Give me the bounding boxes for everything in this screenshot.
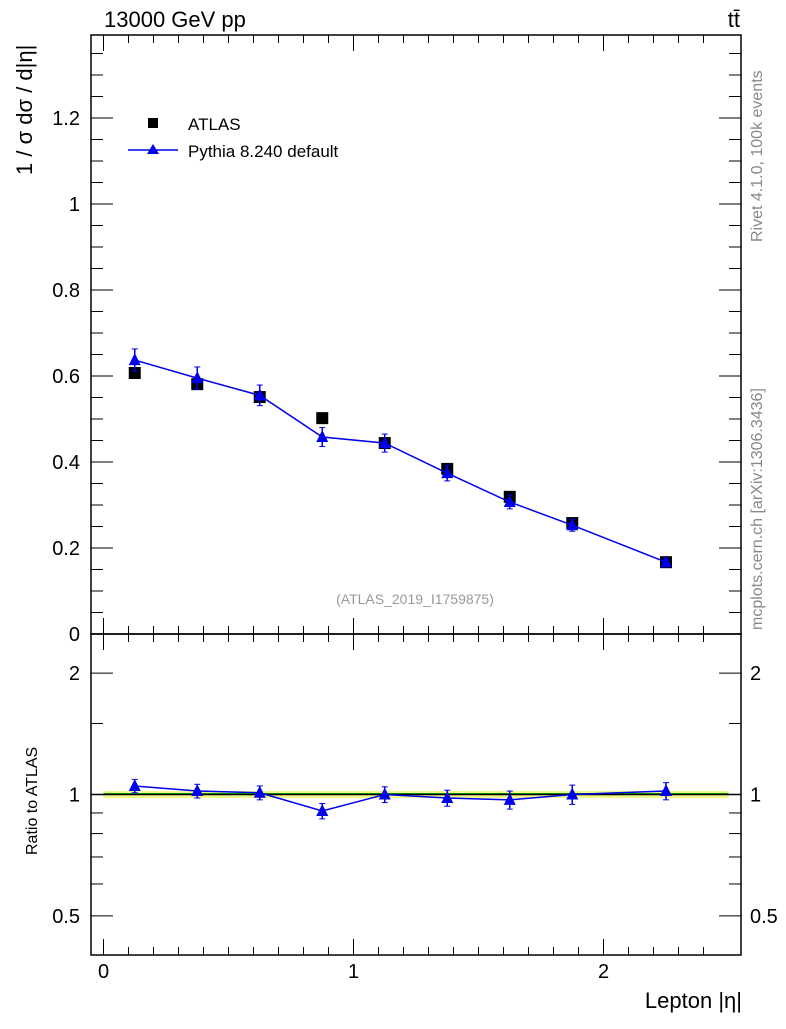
y-tick-label: 0 (69, 624, 80, 646)
x-tick-label: 1 (348, 961, 359, 983)
pythia-point (566, 518, 579, 531)
ratio-point (378, 787, 391, 800)
ratio-point (660, 784, 672, 797)
legend-pythia-marker (147, 144, 159, 154)
pythia-point (660, 555, 672, 568)
pythia-point (253, 388, 266, 401)
header-right: tt̄ (728, 7, 740, 32)
y-tick-label: 0.2 (52, 538, 80, 560)
pythia-line (134, 359, 667, 563)
ratio-point (191, 784, 204, 797)
pythia-point (316, 430, 329, 443)
y-tick-label: 1.2 (52, 108, 80, 130)
y-tick-label: 1 (69, 194, 80, 216)
main-ylabel: 1 / σ dσ / d|η| (12, 45, 37, 175)
pythia-point (503, 494, 516, 507)
y-tick-label: 0.6 (52, 366, 80, 388)
ratio-line (134, 785, 667, 812)
ratio-y-tick-label: 1 (69, 785, 80, 807)
ratio-y-tick-label: 0.5 (750, 906, 778, 928)
pythia-point (441, 466, 454, 479)
legend-atlas-marker (148, 118, 158, 128)
legend-pythia-label: Pythia 8.240 default (188, 142, 339, 161)
atlas-point (316, 412, 329, 425)
ratio-point (503, 792, 516, 805)
pythia-point (191, 371, 204, 384)
pythia-point (128, 353, 141, 366)
ratio-ylabel: Ratio to ATLAS (24, 747, 41, 855)
legend: ATLAS Pythia 8.240 default (128, 115, 339, 161)
ratio-y-tick-label: 2 (750, 663, 761, 685)
y-tick-label: 0.4 (52, 452, 80, 474)
ratio-y-tick-label: 0.5 (52, 906, 80, 928)
ratio-point (253, 785, 266, 798)
xlabel: Lepton |η| (645, 988, 742, 1013)
pythia-point (378, 436, 391, 449)
ratio-point (128, 778, 141, 791)
x-tick-label: 0 (98, 961, 109, 983)
ratio-point (441, 791, 454, 804)
watermark: (ATLAS_2019_I1759875) (336, 591, 494, 607)
x-tick-label: 2 (598, 961, 609, 983)
ratio-y-tick-label: 2 (69, 663, 80, 685)
ratio-y-tick-label: 1 (750, 785, 761, 807)
mcplots-label: mcplots.cern.ch [arXiv:1306.3436] (749, 388, 766, 630)
ratio-point (566, 787, 579, 800)
atlas-point (128, 366, 141, 379)
y-tick-label: 0.8 (52, 280, 80, 302)
header-left: 13000 GeV pp (104, 7, 246, 32)
legend-atlas-label: ATLAS (188, 115, 241, 134)
ratio-point (316, 804, 329, 817)
rivet-label: Rivet 4.1.0, 100k events (749, 70, 766, 242)
